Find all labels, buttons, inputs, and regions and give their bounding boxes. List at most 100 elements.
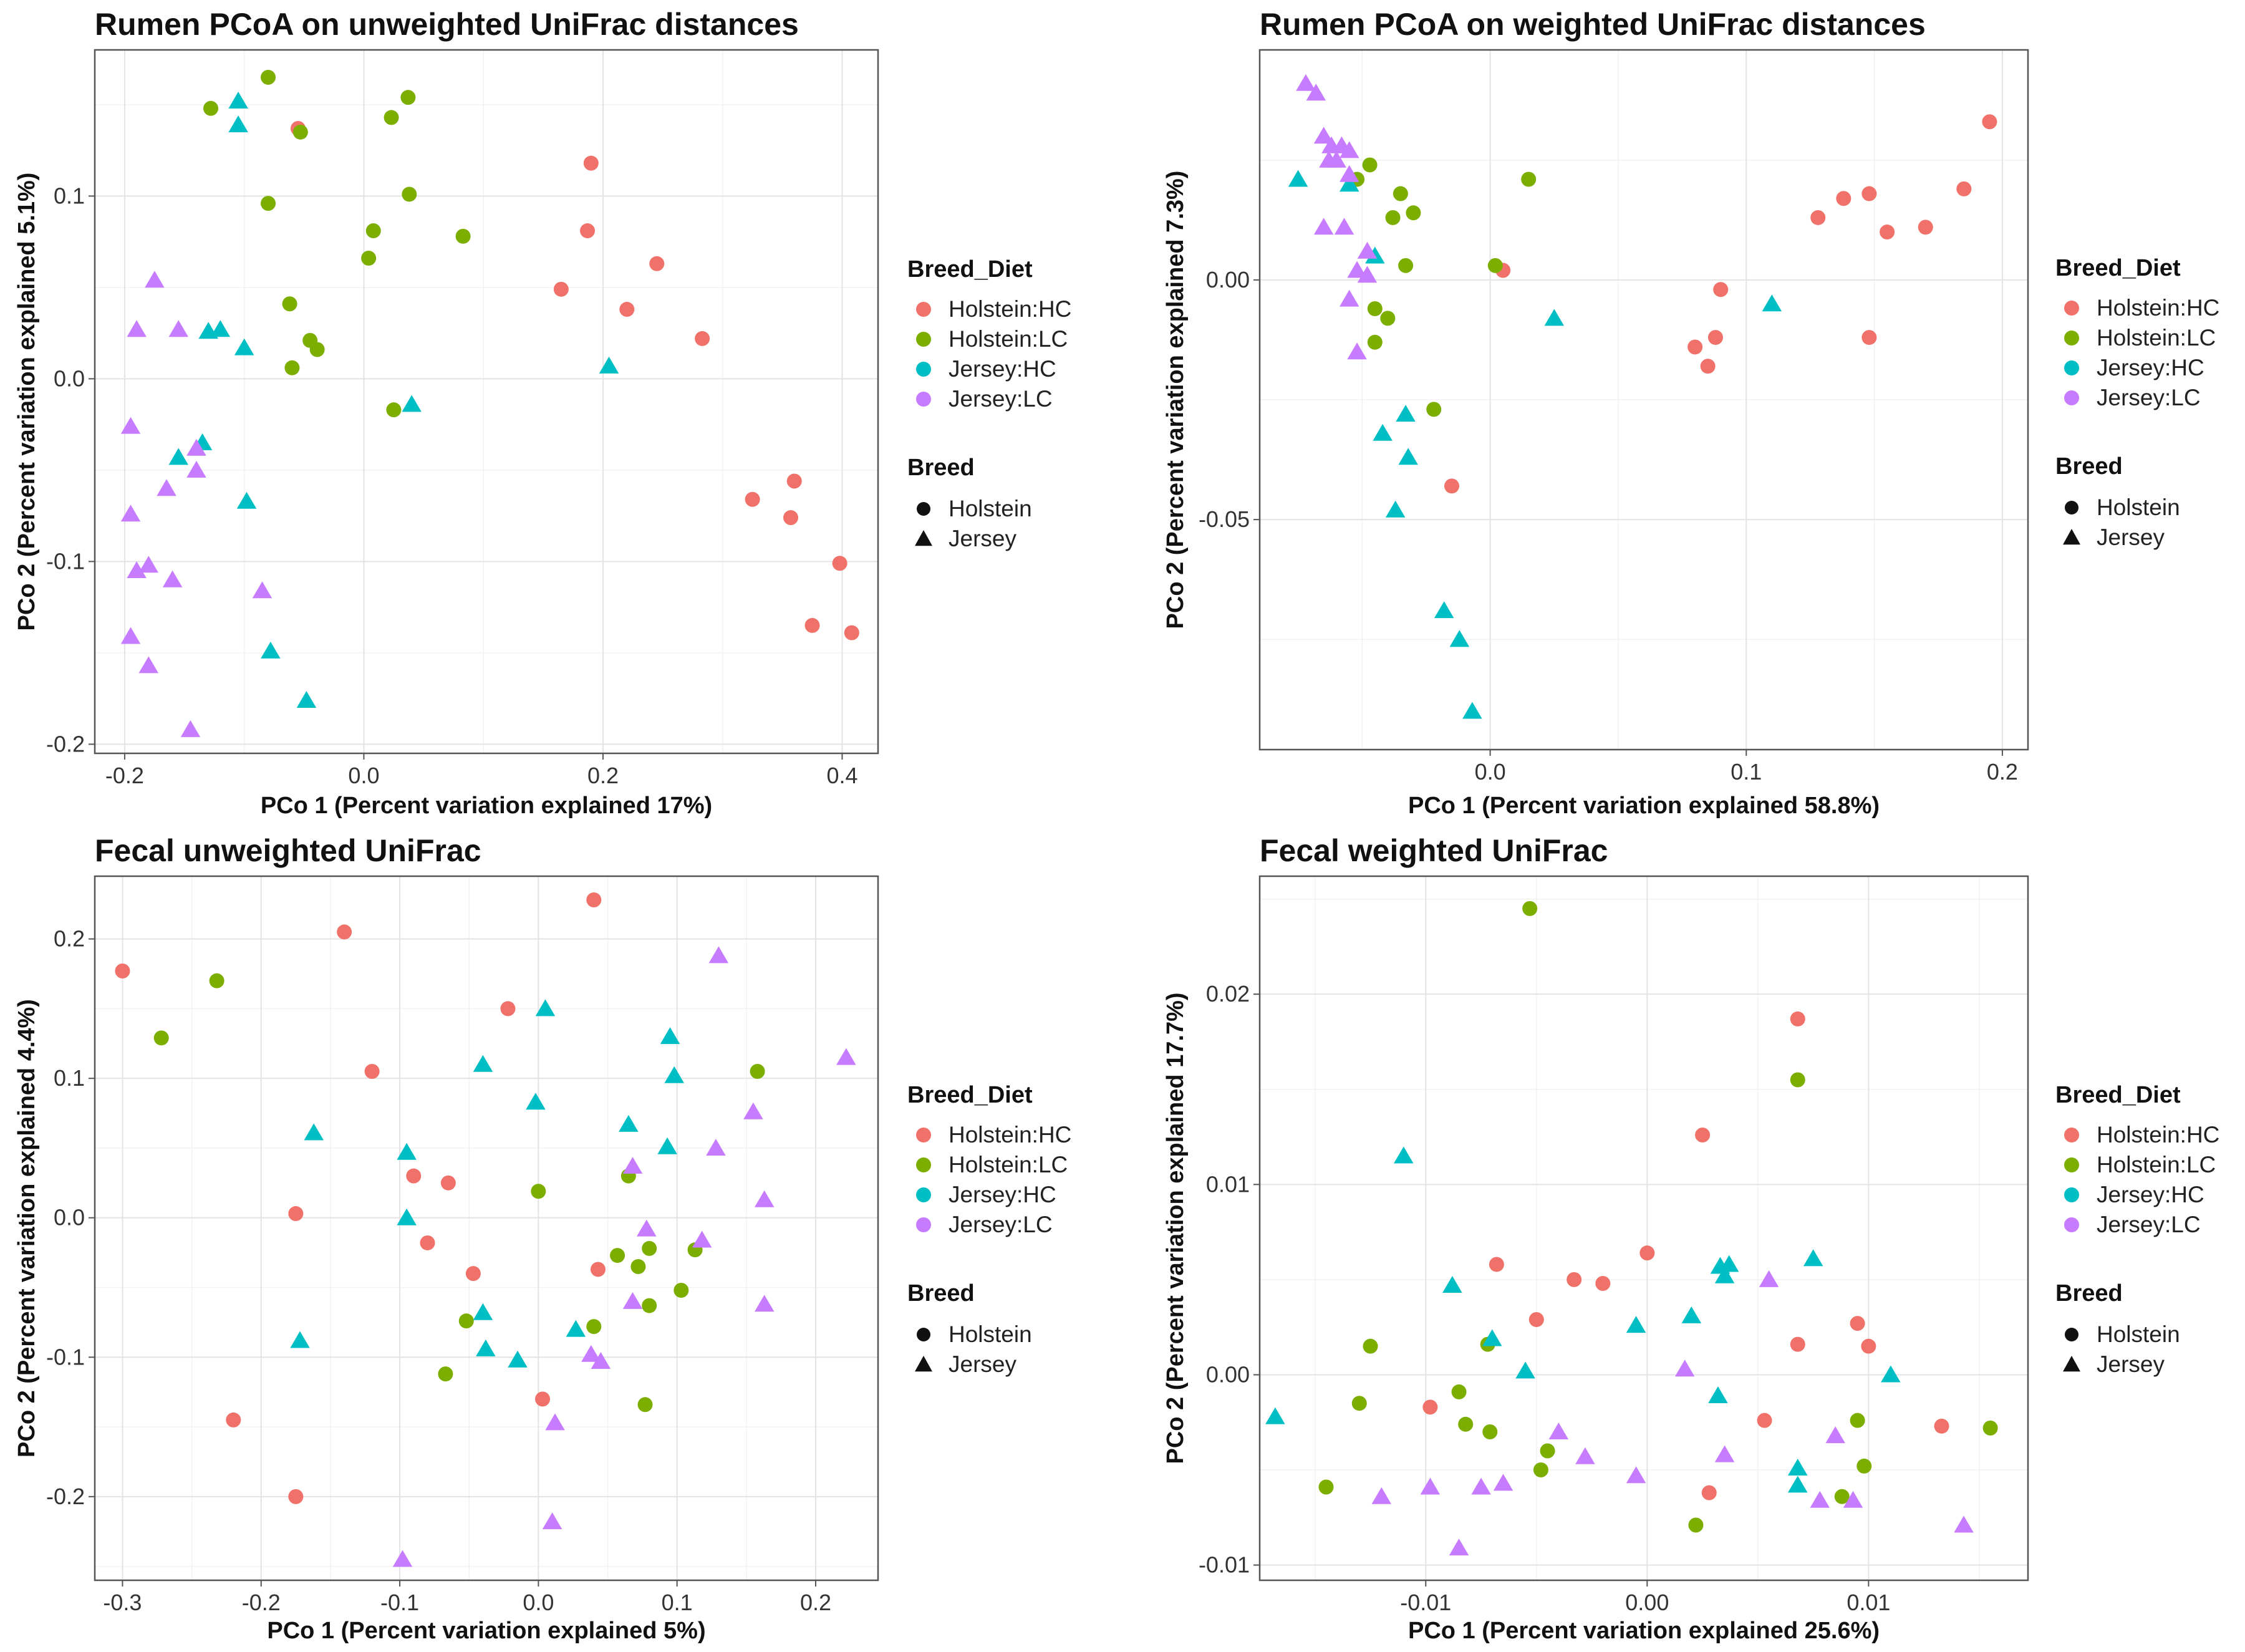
data-point-jersey-lc bbox=[157, 479, 176, 496]
data-point-holstein-hc bbox=[586, 892, 602, 908]
data-point-holstein-hc bbox=[695, 331, 710, 346]
panel-2: 0.0 0.1 0.2 -0.05 0.00 Rumen PCoA on weighted… bbox=[1162, 7, 2219, 819]
data-point-holstein-lc bbox=[1487, 258, 1503, 273]
data-point-holstein-lc bbox=[610, 1248, 625, 1263]
x-tick-label: 0.4 bbox=[826, 763, 857, 788]
data-point-jersey-lc bbox=[120, 417, 141, 434]
legend-label: Holstein bbox=[2097, 1321, 2180, 1347]
data-point-holstein-lc bbox=[1540, 1443, 1555, 1459]
data-point-jersey-lc bbox=[186, 460, 206, 478]
data-point-jersey-lc bbox=[1449, 1538, 1469, 1556]
data-point-holstein-lc bbox=[1790, 1072, 1805, 1088]
data-point-jersey-lc bbox=[591, 1352, 611, 1369]
data-point-jersey-hc bbox=[1462, 702, 1482, 719]
data-point-holstein-hc bbox=[590, 1262, 606, 1277]
legend-title-breed-diet: Breed_Diet bbox=[2055, 1082, 2181, 1108]
data-point-jersey-lc bbox=[1313, 127, 1334, 144]
x-tick-label: -0.1 bbox=[380, 1590, 419, 1615]
data-point-jersey-hc bbox=[1373, 423, 1393, 441]
data-point-jersey-lc bbox=[138, 556, 158, 573]
data-point-jersey-lc bbox=[186, 438, 206, 456]
data-point-jersey-hc bbox=[402, 395, 422, 412]
legend-label: Jersey:LC bbox=[2097, 1212, 2201, 1237]
x-tick-label: 0.1 bbox=[662, 1590, 693, 1615]
data-point-jersey-lc bbox=[545, 1413, 565, 1431]
data-point-jersey-hc bbox=[1708, 1386, 1728, 1403]
data-point-holstein-hc bbox=[553, 281, 569, 297]
legend-label: Jersey:LC bbox=[2097, 385, 2201, 410]
data-point-holstein-hc bbox=[580, 223, 596, 239]
data-point-jersey-lc bbox=[1810, 1490, 1830, 1508]
data-point-jersey-lc bbox=[138, 656, 158, 674]
legend-label: Holstein:LC bbox=[949, 326, 1068, 352]
data-point-jersey-hc bbox=[1626, 1316, 1646, 1333]
legend-title-breed: Breed bbox=[2055, 1280, 2123, 1307]
data-point-holstein-hc bbox=[832, 556, 847, 571]
panel-1: -0.2 0.0 0.2 0.4 -0.2 -0.1 0.0 0.1 Rumen PCoA on… bbox=[14, 7, 1071, 819]
x-tick-label: 0.2 bbox=[800, 1590, 831, 1615]
data-point-jersey-hc bbox=[1398, 448, 1418, 465]
legend-shape-circle bbox=[2065, 1328, 2078, 1341]
data-point-holstein-hc bbox=[619, 302, 635, 317]
x-tick-label: 0.01 bbox=[1847, 1590, 1890, 1615]
data-point-holstein-hc bbox=[420, 1235, 435, 1250]
data-point-jersey-hc bbox=[1365, 246, 1385, 264]
legend-label: Jersey:LC bbox=[949, 386, 1053, 412]
panel-border bbox=[1258, 875, 2029, 1582]
y-tick-label: -0.2 bbox=[46, 731, 85, 756]
y-tick-label: 0.2 bbox=[54, 926, 85, 952]
data-point-holstein-hc bbox=[844, 625, 859, 640]
data-point-jersey-lc bbox=[127, 561, 147, 578]
data-point-holstein-hc bbox=[337, 924, 352, 940]
data-point-holstein-lc bbox=[1363, 1338, 1378, 1354]
y-axis-label: PCo 2 (Percent variation explained 7.3%) bbox=[1162, 171, 1189, 629]
data-point-jersey-lc bbox=[145, 271, 165, 288]
panel-3: -0.3 -0.2 -0.1 0.0 0.1 0.2 -0.2 -0.1 0.0 0.1 0.2 Fe… bbox=[14, 833, 1071, 1644]
legend-label: Jersey:HC bbox=[2097, 355, 2204, 380]
data-point-jersey-lc bbox=[1843, 1490, 1863, 1508]
data-point-jersey-lc bbox=[622, 1292, 643, 1309]
data-point-holstein-hc bbox=[1982, 114, 1997, 130]
data-point-jersey-lc bbox=[1313, 218, 1334, 235]
data-point-holstein-lc bbox=[1522, 901, 1538, 916]
data-point-jersey-lc bbox=[1759, 1270, 1779, 1287]
data-point-holstein-hc bbox=[1639, 1245, 1655, 1261]
legend-label: Jersey:LC bbox=[949, 1212, 1053, 1237]
data-point-holstein-hc bbox=[1790, 1011, 1805, 1026]
legend-label: Holstein bbox=[949, 1321, 1032, 1347]
panel-title: Rumen PCoA on weighted UniFrac distances bbox=[1260, 7, 1926, 42]
data-point-holstein-lc bbox=[292, 124, 308, 140]
data-point-holstein-hc bbox=[1861, 1338, 1876, 1354]
legend-key-jersey-lc bbox=[2064, 390, 2079, 405]
data-point-holstein-hc bbox=[1595, 1275, 1611, 1291]
data-point-holstein-lc bbox=[1406, 205, 1421, 221]
y-axis-label: PCo 2 (Percent variation explained 5.1%) bbox=[14, 173, 40, 631]
data-point-holstein-hc bbox=[535, 1391, 551, 1407]
data-point-jersey-lc bbox=[1371, 1487, 1391, 1504]
data-point-jersey-hc bbox=[228, 115, 248, 133]
x-tick-label: -0.3 bbox=[103, 1590, 142, 1615]
x-tick-label: -0.01 bbox=[1400, 1590, 1451, 1615]
data-point-jersey-hc bbox=[397, 1142, 417, 1160]
panel-4: -0.01 0.00 0.01 -0.01 0.00 0.01 0.02 Fecal weig… bbox=[1162, 833, 2219, 1644]
legend-key-jersey-lc bbox=[2064, 1217, 2079, 1232]
data-point-holstein-lc bbox=[1318, 1479, 1334, 1495]
data-point-jersey-hc bbox=[535, 999, 556, 1017]
data-point-jersey-hc bbox=[1803, 1249, 1823, 1267]
x-tick-label: 0.2 bbox=[587, 763, 619, 788]
data-point-jersey-lc bbox=[1357, 266, 1378, 283]
data-point-holstein-lc bbox=[750, 1063, 765, 1079]
data-point-jersey-lc bbox=[1340, 141, 1359, 158]
legend-title-breed-diet: Breed_Diet bbox=[907, 1082, 1033, 1108]
data-point-jersey-lc bbox=[1493, 1474, 1514, 1491]
data-point-holstein-lc bbox=[282, 296, 297, 312]
data-point-holstein-lc bbox=[402, 186, 417, 202]
data-point-holstein-hc bbox=[1528, 1311, 1544, 1327]
y-tick-label: 0.0 bbox=[54, 1205, 85, 1230]
data-point-holstein-hc bbox=[440, 1175, 456, 1191]
data-point-holstein-lc bbox=[1398, 258, 1414, 273]
data-point-jersey-hc bbox=[397, 1208, 417, 1225]
data-point-jersey-hc bbox=[473, 1303, 493, 1320]
data-point-jersey-hc bbox=[1265, 1407, 1285, 1424]
data-point-jersey-lc bbox=[1575, 1447, 1595, 1464]
